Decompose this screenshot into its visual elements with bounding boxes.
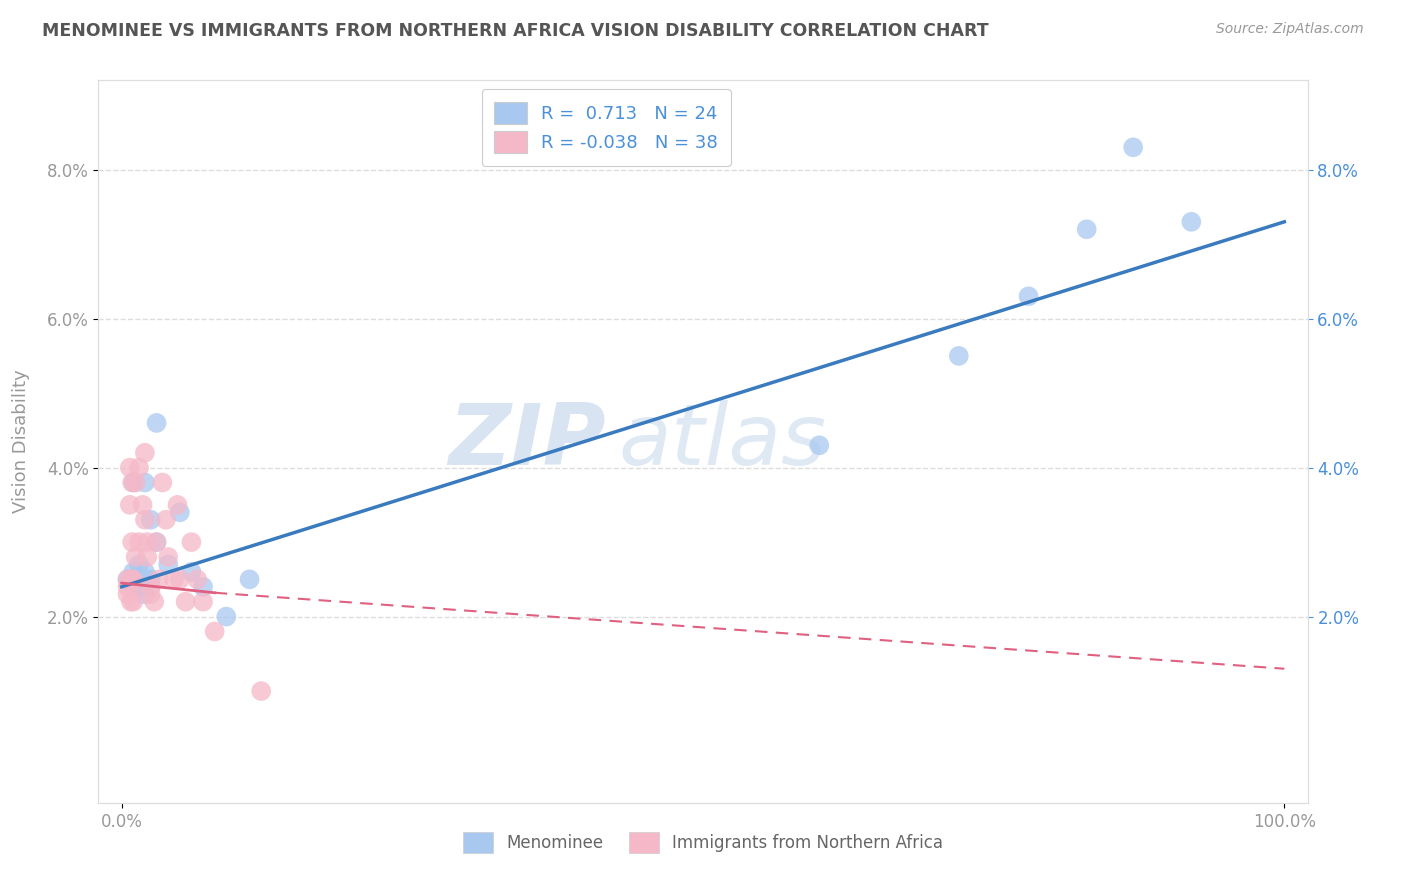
Point <box>204 624 226 639</box>
Point <box>166 498 188 512</box>
Point <box>118 498 141 512</box>
Point <box>215 609 238 624</box>
Point <box>808 438 831 452</box>
Text: MENOMINEE VS IMMIGRANTS FROM NORTHERN AFRICA VISION DISABILITY CORRELATION CHART: MENOMINEE VS IMMIGRANTS FROM NORTHERN AF… <box>42 22 988 40</box>
Point <box>120 595 142 609</box>
Point <box>117 572 139 586</box>
Point <box>157 558 180 572</box>
Point <box>139 572 162 586</box>
Text: Source: ZipAtlas.com: Source: ZipAtlas.com <box>1216 22 1364 37</box>
Point <box>136 549 159 564</box>
Point <box>121 475 143 490</box>
Point <box>150 475 173 490</box>
Point <box>120 572 142 586</box>
Point <box>131 498 153 512</box>
Point <box>250 684 273 698</box>
Point <box>139 580 162 594</box>
Point <box>169 572 191 586</box>
Point <box>163 572 186 586</box>
Point <box>1076 222 1098 236</box>
Point <box>157 549 180 564</box>
Point <box>134 475 156 490</box>
Point <box>1180 215 1202 229</box>
Legend: Menominee, Immigrants from Northern Africa: Menominee, Immigrants from Northern Afri… <box>457 826 949 860</box>
Text: atlas: atlas <box>619 400 827 483</box>
Point <box>136 535 159 549</box>
Point <box>174 595 197 609</box>
Point <box>117 587 139 601</box>
Point <box>128 580 150 594</box>
Point <box>117 580 139 594</box>
Point <box>169 505 191 519</box>
Point <box>122 580 145 594</box>
Point <box>124 549 146 564</box>
Point <box>139 513 162 527</box>
Point <box>1122 140 1144 154</box>
Point <box>117 572 139 586</box>
Y-axis label: Vision Disability: Vision Disability <box>13 369 30 514</box>
Point <box>145 535 167 549</box>
Point <box>128 535 150 549</box>
Point <box>134 446 156 460</box>
Point <box>1018 289 1040 303</box>
Point <box>134 587 156 601</box>
Point <box>191 580 214 594</box>
Point <box>122 572 145 586</box>
Point <box>191 595 214 609</box>
Point <box>118 460 141 475</box>
Point <box>134 565 156 579</box>
Point <box>143 595 166 609</box>
Point <box>186 572 208 586</box>
Point <box>145 535 167 549</box>
Point <box>122 475 145 490</box>
Point <box>239 572 262 586</box>
Point <box>180 535 202 549</box>
Text: ZIP: ZIP <box>449 400 606 483</box>
Point <box>122 595 145 609</box>
Point <box>180 565 202 579</box>
Point <box>121 535 143 549</box>
Point <box>948 349 970 363</box>
Point <box>134 513 156 527</box>
Point <box>128 460 150 475</box>
Point <box>124 475 146 490</box>
Point <box>139 587 162 601</box>
Point <box>122 565 145 579</box>
Point <box>128 558 150 572</box>
Point <box>148 572 170 586</box>
Point <box>155 513 177 527</box>
Point <box>145 416 167 430</box>
